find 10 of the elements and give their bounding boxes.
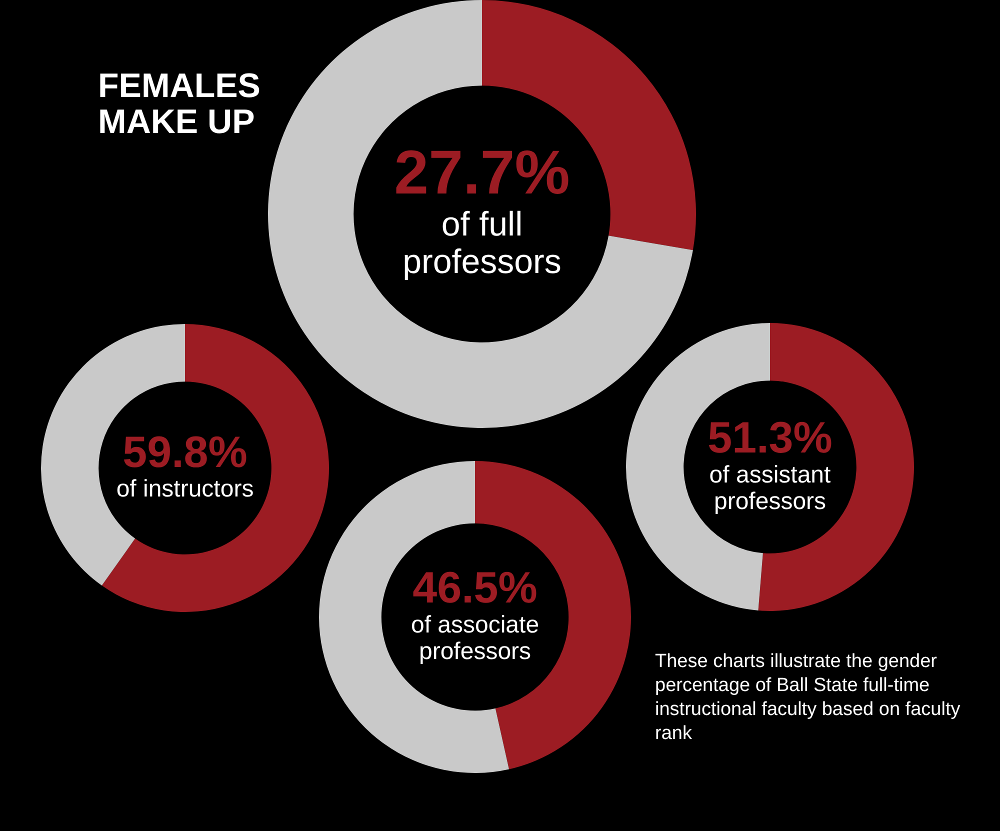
- text: of associate professors: [410, 611, 540, 665]
- data-label: 46.5%: [412, 564, 538, 613]
- text: of instructors: [116, 476, 254, 503]
- data-label: 51.3%: [708, 414, 832, 463]
- data-label: 59.8%: [122, 428, 248, 477]
- text: of assistant professors: [709, 461, 832, 515]
- data-label: 27.7%: [394, 138, 570, 208]
- text: FEMALES MAKE UP: [98, 67, 262, 141]
- text: These charts illustrate the gender percentage of Ball State full-time instructional faculty based on faculty rank: [655, 650, 962, 746]
- text: of full professors: [402, 206, 562, 282]
